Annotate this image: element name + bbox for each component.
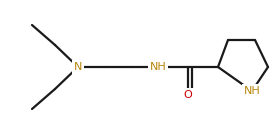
Text: NH: NH (150, 62, 166, 72)
Text: O: O (184, 90, 192, 100)
Text: N: N (74, 62, 82, 72)
Text: NH: NH (244, 86, 260, 96)
